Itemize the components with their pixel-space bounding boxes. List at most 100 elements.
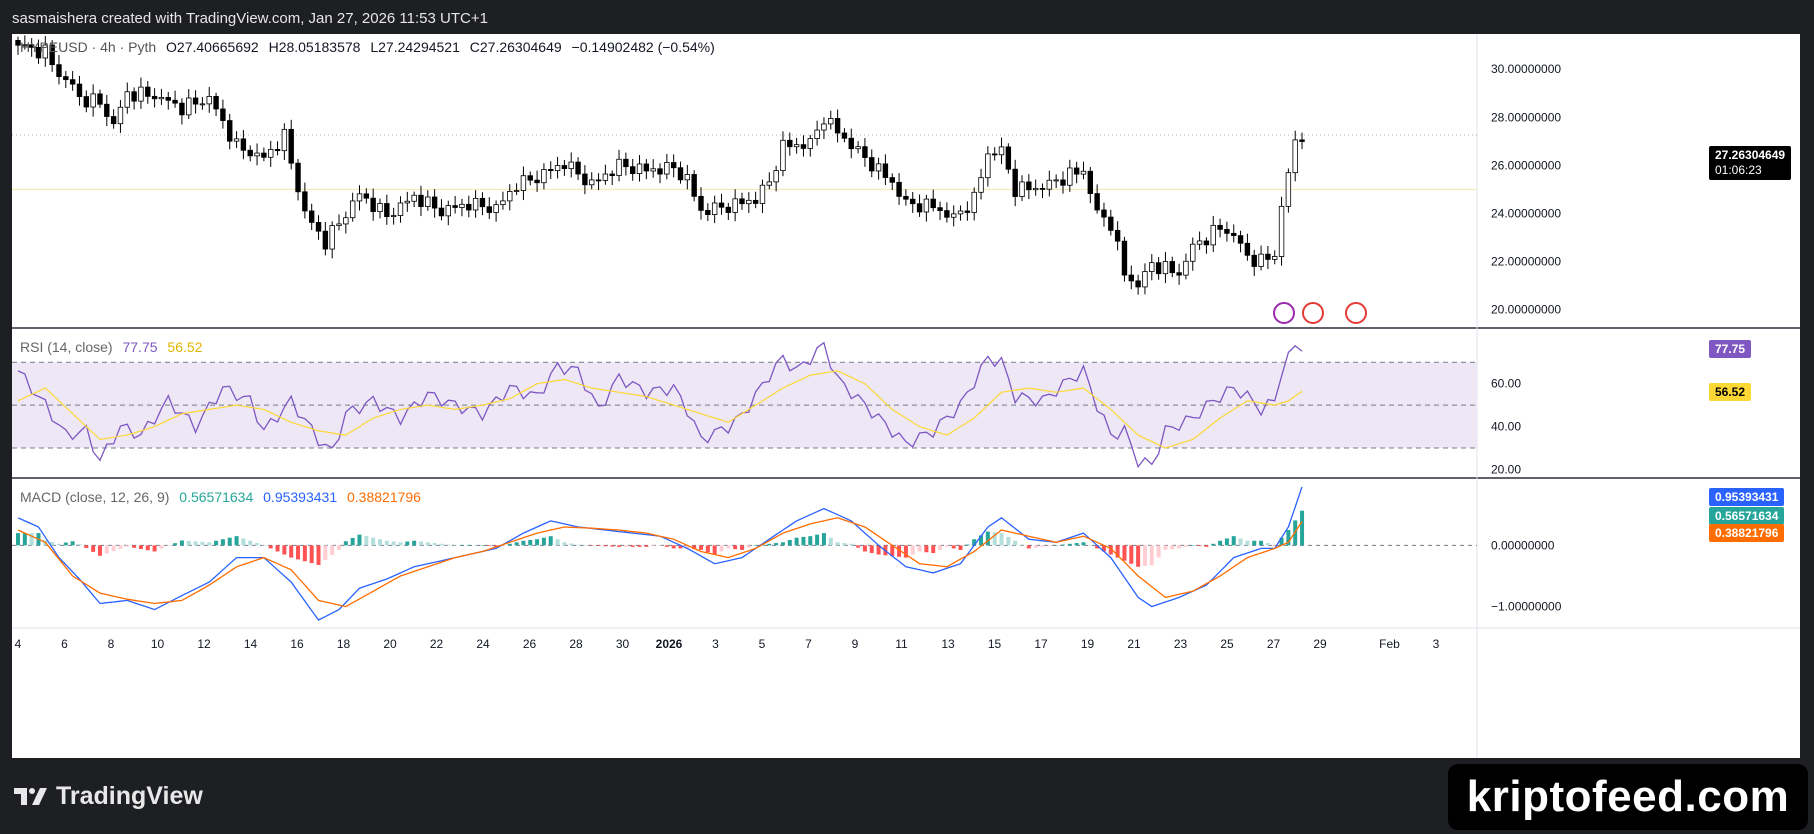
candle-body [1039,188,1046,190]
candle-body [261,152,267,158]
time-axis-tick: 7 [805,637,812,651]
candle-body [322,230,329,250]
candle-body [158,97,165,100]
macd-hist-bar [685,545,690,549]
macd-hist-bar [951,545,956,549]
rsi-legend-name[interactable]: RSI (14, close) [20,339,113,355]
candle-body [110,116,117,125]
candle-body [199,103,206,106]
chart-frame[interactable]: 30.00000000 28.00000000 26.00000000 24.0000… [12,34,1800,758]
macd-hist-bar [630,545,635,547]
macd-hist-bar [1020,544,1025,546]
candle-body [746,199,752,205]
candle-body [1005,146,1012,170]
candle-body [206,96,212,105]
macd-hist-bar [214,540,219,546]
candle-body [1265,253,1271,260]
candle-body [1135,280,1141,288]
candle-body [1285,172,1292,207]
macd-hist-bar [309,545,314,564]
macd-hist-bar [316,545,321,565]
macd-hist-bar [794,537,799,546]
macd-hist-bar [535,539,540,546]
macd-hist-bar [678,545,683,549]
candle-body [500,200,506,206]
candle-body [520,175,527,191]
candle-body [1251,254,1257,267]
rsi-axis-tick: 60.00 [1491,377,1521,391]
candle-body [63,76,69,81]
macd-hist-bar [432,543,437,546]
macd-hist-bar [746,545,751,548]
candle-body [438,207,445,217]
macd-hist-bar [1088,545,1093,546]
tradingview-logo[interactable]: TradingView [14,782,203,811]
lightning-event-icon [1273,302,1295,324]
time-axis-tick: 10 [151,637,165,651]
macd-hist-bar [1074,543,1079,546]
macd-legend-name[interactable]: MACD (close, 12, 26, 9) [20,489,170,505]
chart-canvas[interactable]: 30.0000000028.0000000026.0000000024.0000… [12,34,1800,758]
candle-body [151,95,158,100]
macd-hist-bar [391,541,396,546]
macd-hist-bar [1300,510,1305,546]
candle-body [397,202,404,216]
candle-body [302,191,308,212]
macd-hist-bar [323,545,328,560]
candle-body [718,202,725,208]
time-axis-tick: 26 [523,637,537,651]
macd-hist-bar [22,533,27,546]
time-axis-tick: 15 [988,637,1002,651]
macd-hist-bar [1197,545,1202,547]
candle-body [930,198,936,209]
macd-hist-bar [145,545,150,551]
candle-body [117,106,124,125]
macd-hist-bar [842,543,847,546]
candle-body [22,44,28,47]
last-price-label: 27.26304649 01:06:23 [1709,146,1792,180]
macd-hist-bar [999,533,1004,546]
macd-hist-bar [582,545,587,546]
macd-hist-bar [1211,543,1216,546]
us-flag-event-icon [1302,302,1324,324]
ohlc-open: O27.40665692 [166,39,259,55]
macd-hist-bar [343,541,348,546]
time-axis-tick: Feb [1379,637,1400,651]
macd-hist-bar [562,542,567,546]
candle-body [213,96,219,110]
macd-hist-bar [500,545,505,546]
candle-body [370,197,376,213]
candle-body [343,217,349,225]
candle-body [985,153,991,179]
macd-hist-bar [104,545,109,554]
macd-hist-bar [569,543,574,546]
macd-hist-bar [418,541,423,546]
candle-body [964,210,971,213]
candle-body [274,149,281,152]
symbol-label[interactable]: HYPEUSD · 4h · Pyth [20,39,157,55]
time-axis-tick: 25 [1220,637,1234,651]
candle-body [507,191,513,202]
macd-line-legend-value: 0.95393431 [263,489,338,505]
time-axis-tick: 11 [895,637,908,651]
macd-hist-bar [1129,545,1134,564]
candle-body [773,170,779,183]
candle-body [664,162,670,175]
macd-hist-bar [16,533,20,546]
macd-signal-legend-value: 0.38821796 [347,489,421,505]
candle-body [923,198,930,213]
candle-body [411,194,417,202]
candle-body [329,225,335,250]
macd-hist-bar [296,545,301,560]
macd-hist-bar [1252,540,1257,546]
macd-hist-bar [494,545,499,547]
macd-hist-bar [610,545,615,547]
rsi-ma-legend-value: 56.52 [167,339,203,355]
time-axis-tick: 8 [108,637,115,651]
macd-hist-bar [480,545,485,546]
time-axis-tick: 18 [337,637,351,651]
macd-hist-bar [712,545,717,555]
macd-axis-tick: 0.00000000 [1491,538,1555,552]
candle-body [486,206,492,213]
macd-hist-bar [1170,545,1175,550]
